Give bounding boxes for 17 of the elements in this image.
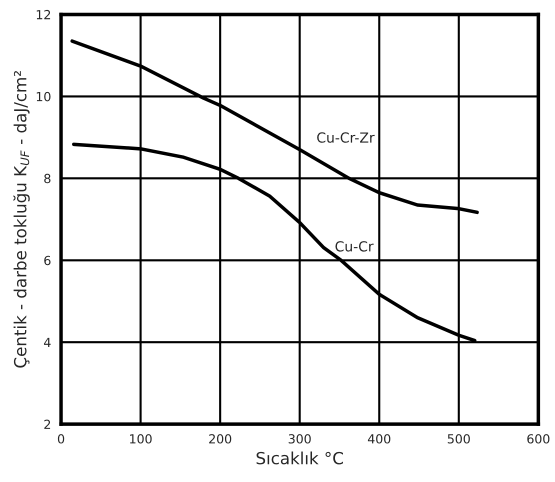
series-label: Cu-Cr-Zr <box>317 132 375 143</box>
y-tick-label: 10 <box>36 92 50 102</box>
y-tick-label: 12 <box>36 10 50 20</box>
y-tick-label: 4 <box>44 338 51 347</box>
x-axis-title: Sıcaklık °C <box>256 452 344 464</box>
x-tick-label: 500 <box>448 434 470 444</box>
y-tick-label: 8 <box>44 174 50 184</box>
x-tick-label: 200 <box>209 434 232 444</box>
x-tick-label: 600 <box>527 434 550 444</box>
y-axis-title: Çentik - darbe tokluğu K$_{UF}$ - daJ/cm² <box>13 71 30 368</box>
y-tick-label: 2 <box>44 420 50 429</box>
x-tick-label: 400 <box>368 434 390 444</box>
y-tick-label: 6 <box>44 256 51 266</box>
x-tick-label: 0 <box>58 434 64 444</box>
x-tick-label: 300 <box>288 434 311 444</box>
series-label: Cu-Cr <box>335 241 374 252</box>
x-tick-label: 100 <box>130 434 152 444</box>
